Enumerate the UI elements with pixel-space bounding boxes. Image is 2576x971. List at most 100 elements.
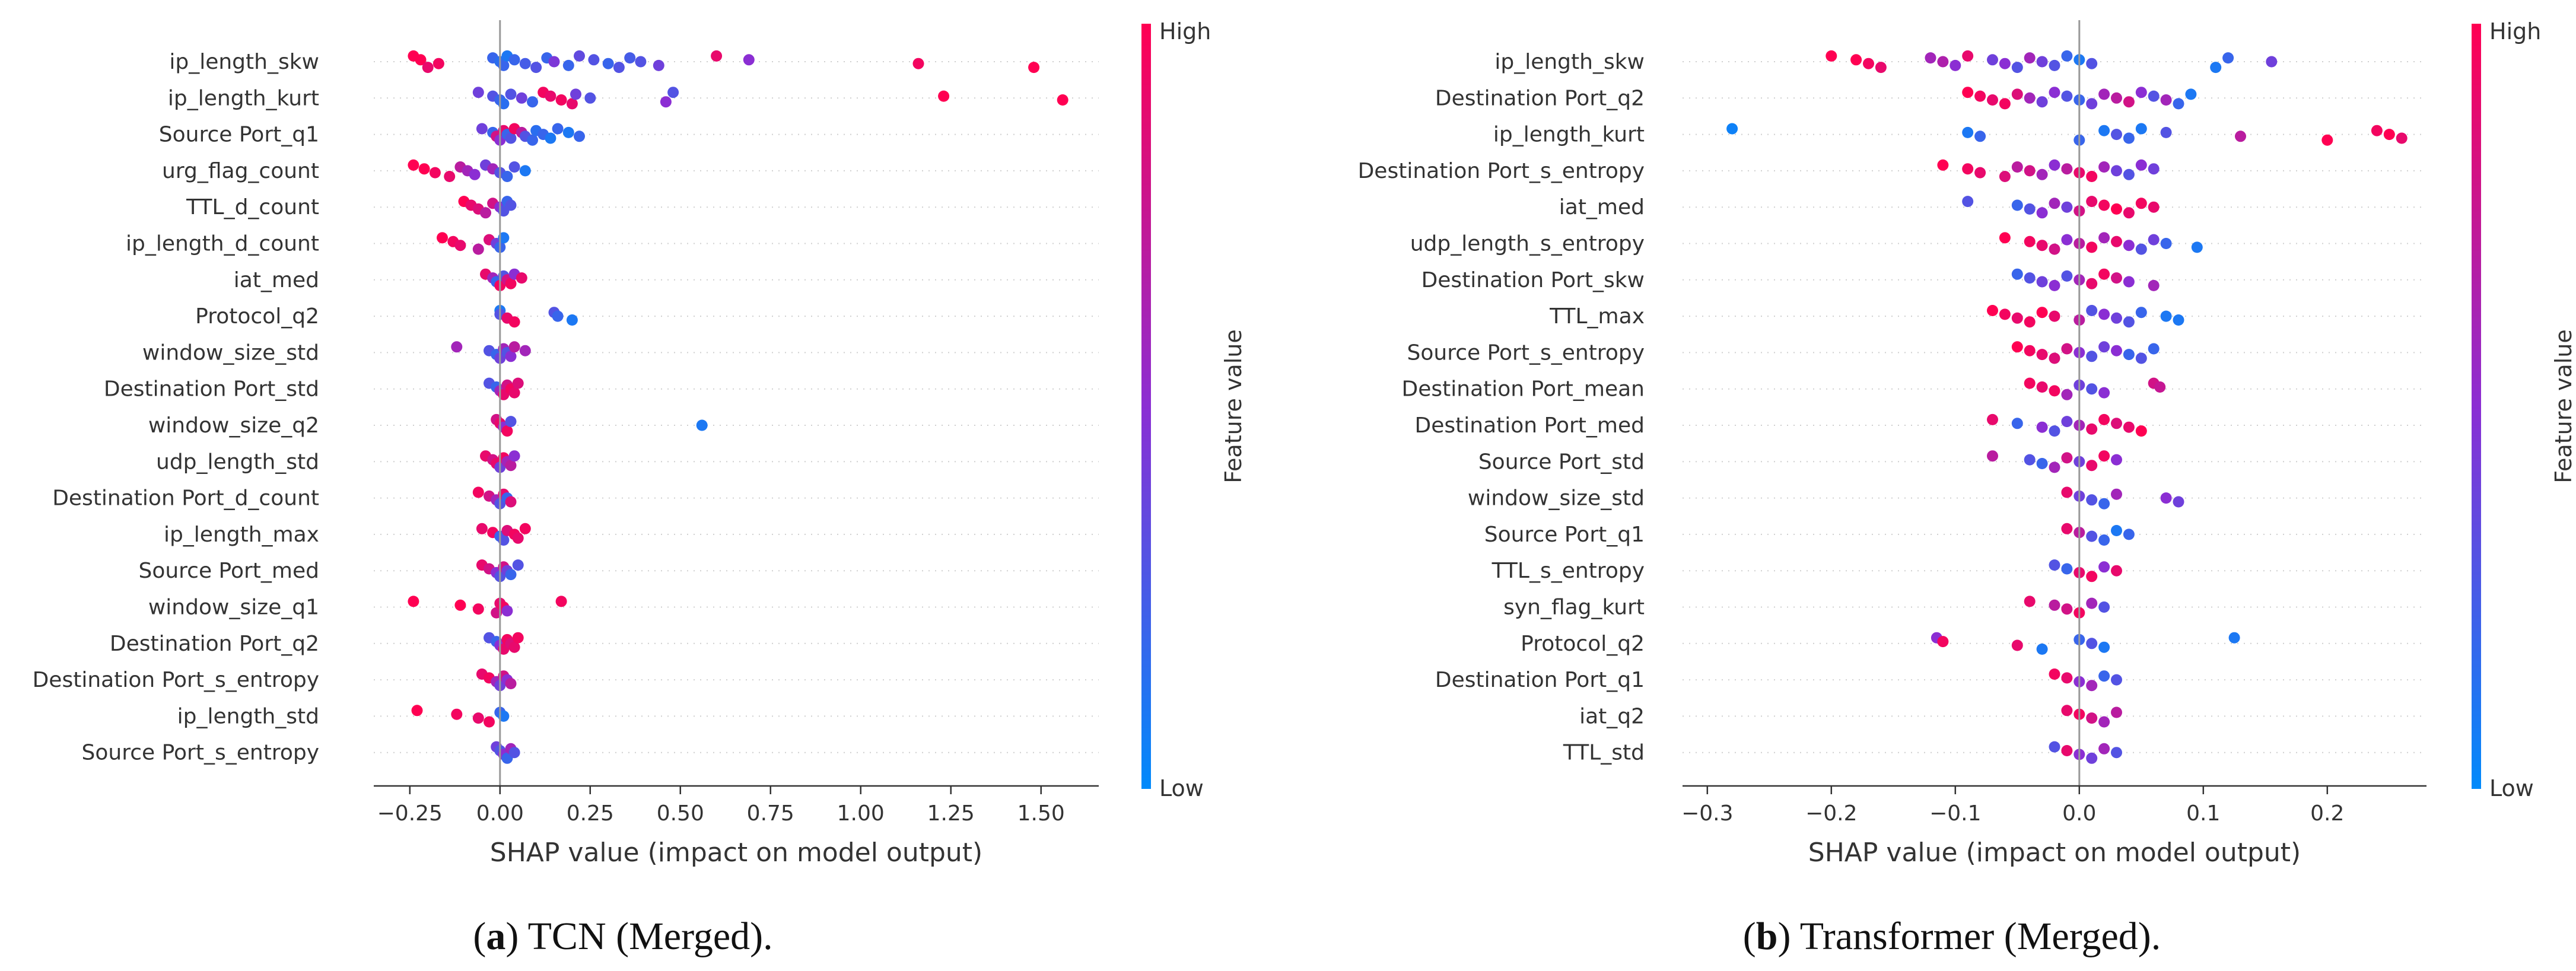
feature-label: Destination Port_s_entropy [1358, 159, 1645, 183]
shap-point [1999, 171, 2011, 182]
shap-point [2135, 307, 2147, 319]
shap-point [2049, 243, 2060, 255]
colorbar-tcn: High Low Feature value [1141, 18, 1246, 801]
shap-point [2061, 201, 2073, 213]
shap-point [516, 92, 527, 104]
feature-label: ip_length_std [177, 704, 319, 728]
shap-point [1875, 62, 1887, 74]
shap-point [2036, 168, 2048, 180]
shap-point [545, 90, 556, 102]
shap-point [2049, 741, 2060, 753]
colorbar-transformer: High Low Feature value [2472, 18, 2576, 801]
shap-point [2086, 712, 2098, 724]
shap-point [505, 199, 517, 211]
shap-point [1726, 123, 1738, 135]
shap-point [512, 559, 524, 571]
shap-point [2049, 668, 2060, 680]
shap-point [1962, 126, 1974, 138]
feature-label: iat_med [234, 268, 319, 292]
shap-point [2011, 341, 2023, 353]
caption-text-a: TCN (Merged). [519, 915, 772, 958]
panel-tcn: ip_length_skw ip_length_kurt Source Port_q… [33, 18, 1246, 958]
shap-point [1999, 232, 2011, 244]
feature-label: urg_flag_count [162, 159, 319, 183]
shap-point [2123, 529, 2135, 540]
shap-point [2024, 165, 2036, 177]
x-axis-ticks: −0.25 0.00 0.25 0.50 0.75 1.00 1.25 1.50 [377, 786, 1065, 826]
feature-label: ip_length_max [164, 523, 319, 547]
feature-label: Destination Port_q2 [1435, 86, 1645, 110]
shap-point [501, 171, 513, 182]
shap-point [415, 54, 427, 66]
shap-point [2086, 98, 2098, 110]
shap-point [2111, 525, 2122, 536]
shap-point [2061, 705, 2073, 717]
shap-point [2111, 565, 2122, 577]
shap-point [2086, 494, 2098, 506]
feature-label: Destination Port_q1 [1435, 668, 1645, 692]
shap-point [2135, 243, 2147, 255]
shap-point [2011, 161, 2023, 173]
shap-point [2266, 56, 2278, 68]
shap-point [562, 59, 574, 71]
shap-point [2111, 454, 2122, 466]
shap-point [1850, 54, 1862, 66]
shap-point [660, 96, 672, 108]
shap-point [2111, 345, 2122, 356]
shap-point [2098, 641, 2110, 653]
feature-label: udp_length_std [156, 450, 319, 474]
shap-point [2036, 56, 2048, 68]
feature-label: window_size_std [1468, 486, 1645, 511]
feature-label: ip_length_skw [1494, 50, 1645, 74]
feature-label: iat_q2 [1579, 704, 1645, 728]
shap-points [1726, 50, 2408, 764]
shap-point [1937, 636, 1949, 648]
x-tick-label: −0.2 [1805, 801, 1857, 826]
x-axis-title: SHAP value (impact on model output) [1808, 838, 2301, 868]
x-tick-label: 0.0 [2062, 801, 2096, 826]
shap-point [2148, 201, 2160, 213]
shap-point [2086, 752, 2098, 764]
shap-point [519, 523, 531, 534]
shap-point [2210, 62, 2222, 74]
shap-point [508, 341, 520, 353]
shap-point [2024, 345, 2036, 356]
shap-point [2111, 129, 2122, 141]
shap-point [584, 92, 596, 104]
shap-point [2049, 279, 2060, 291]
shap-point [2160, 94, 2172, 106]
shap-point [512, 377, 524, 389]
colorbar-gradient [2472, 24, 2481, 789]
x-axis-title: SHAP value (impact on model output) [490, 838, 982, 868]
feature-label: window_size_q1 [148, 596, 319, 620]
feature-label: window_size_q2 [148, 413, 319, 438]
shap-point [2173, 98, 2184, 110]
shap-point [2086, 241, 2098, 253]
feature-label: iat_med [1559, 195, 1645, 219]
shap-point [2173, 314, 2184, 326]
feature-label: TTL_s_entropy [1491, 559, 1645, 583]
shap-point [508, 747, 520, 759]
shap-point [1974, 167, 1986, 179]
shap-point [2222, 52, 2234, 64]
shap-point [2024, 203, 2036, 215]
shap-point [2024, 596, 2036, 607]
shap-point [613, 62, 625, 74]
shap-point [2148, 234, 2160, 246]
shap-point [555, 596, 567, 607]
shap-point [2135, 198, 2147, 209]
feature-label: Source Port_q1 [159, 123, 319, 147]
shap-point [2011, 268, 2023, 280]
shap-point [2098, 125, 2110, 136]
shap-point [454, 240, 466, 251]
shap-point [516, 272, 527, 284]
shap-point [2086, 597, 2098, 609]
shap-point [2098, 743, 2110, 754]
shap-point [2098, 716, 2110, 728]
shap-point [2148, 279, 2160, 291]
x-tick-label: 1.50 [1017, 801, 1065, 826]
shap-point [2061, 486, 2073, 498]
shap-point [505, 278, 517, 289]
shap-point [505, 496, 517, 508]
feature-label: syn_flag_kurt [1503, 596, 1645, 620]
